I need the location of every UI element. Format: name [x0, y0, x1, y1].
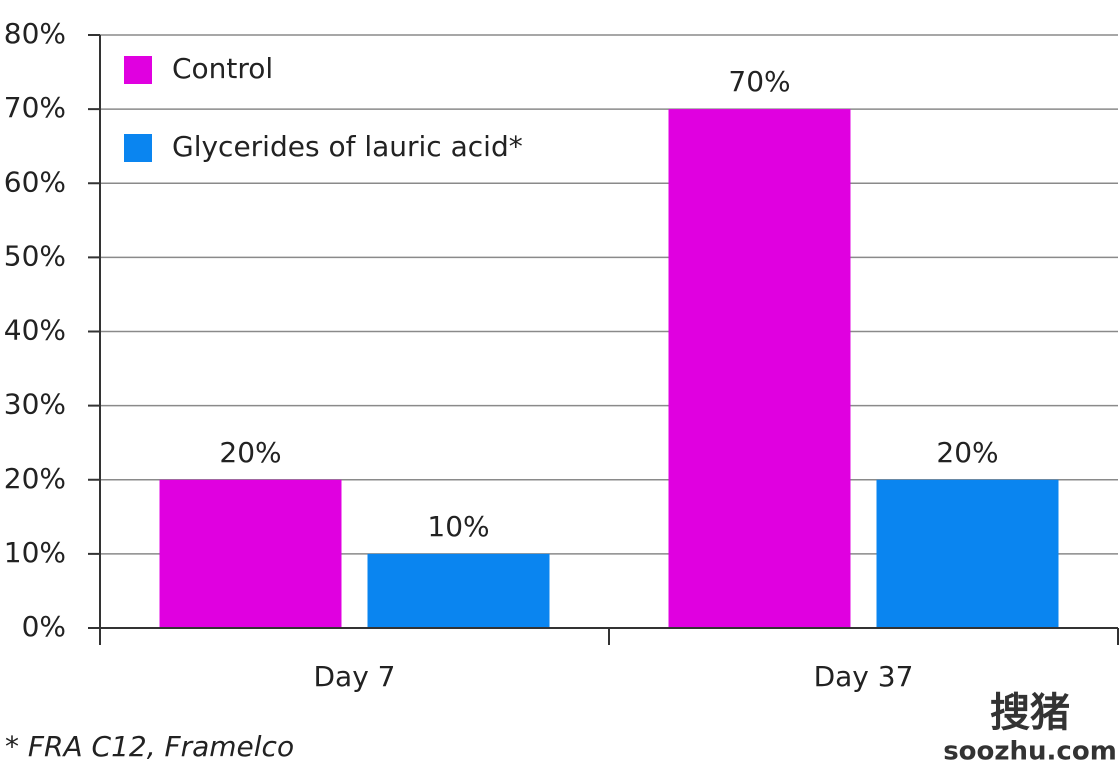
legend-swatch: [124, 134, 152, 162]
bar: [159, 479, 342, 628]
y-tick-label: 0%: [22, 610, 66, 643]
bar: [367, 553, 550, 628]
value-label: 70%: [728, 65, 790, 98]
legend-swatch: [124, 56, 152, 84]
x-tick-label: Day 7: [313, 660, 395, 693]
y-tick-label: 40%: [4, 314, 66, 347]
x-tick-label: Day 37: [814, 660, 914, 693]
value-label: 10%: [427, 510, 489, 543]
y-tick-label: 60%: [4, 165, 66, 198]
y-tick-label: 70%: [4, 91, 66, 124]
y-tick-label: 50%: [4, 239, 66, 272]
legend-label: Control: [172, 52, 273, 85]
bar: [876, 479, 1059, 628]
legend-label: Glycerides of lauric acid*: [172, 130, 523, 163]
value-label: 20%: [936, 436, 998, 469]
bar: [668, 109, 851, 628]
watermark-url: soozhu.com: [943, 737, 1117, 767]
y-tick-label: 10%: [4, 536, 66, 569]
y-tick-label: 80%: [4, 17, 66, 50]
watermark-logo: 搜猪: [990, 690, 1070, 736]
value-label: 20%: [219, 436, 281, 469]
y-tick-label: 30%: [4, 388, 66, 421]
y-tick-label: 20%: [4, 462, 66, 495]
footnote: * FRA C12, Framelco: [5, 730, 294, 763]
